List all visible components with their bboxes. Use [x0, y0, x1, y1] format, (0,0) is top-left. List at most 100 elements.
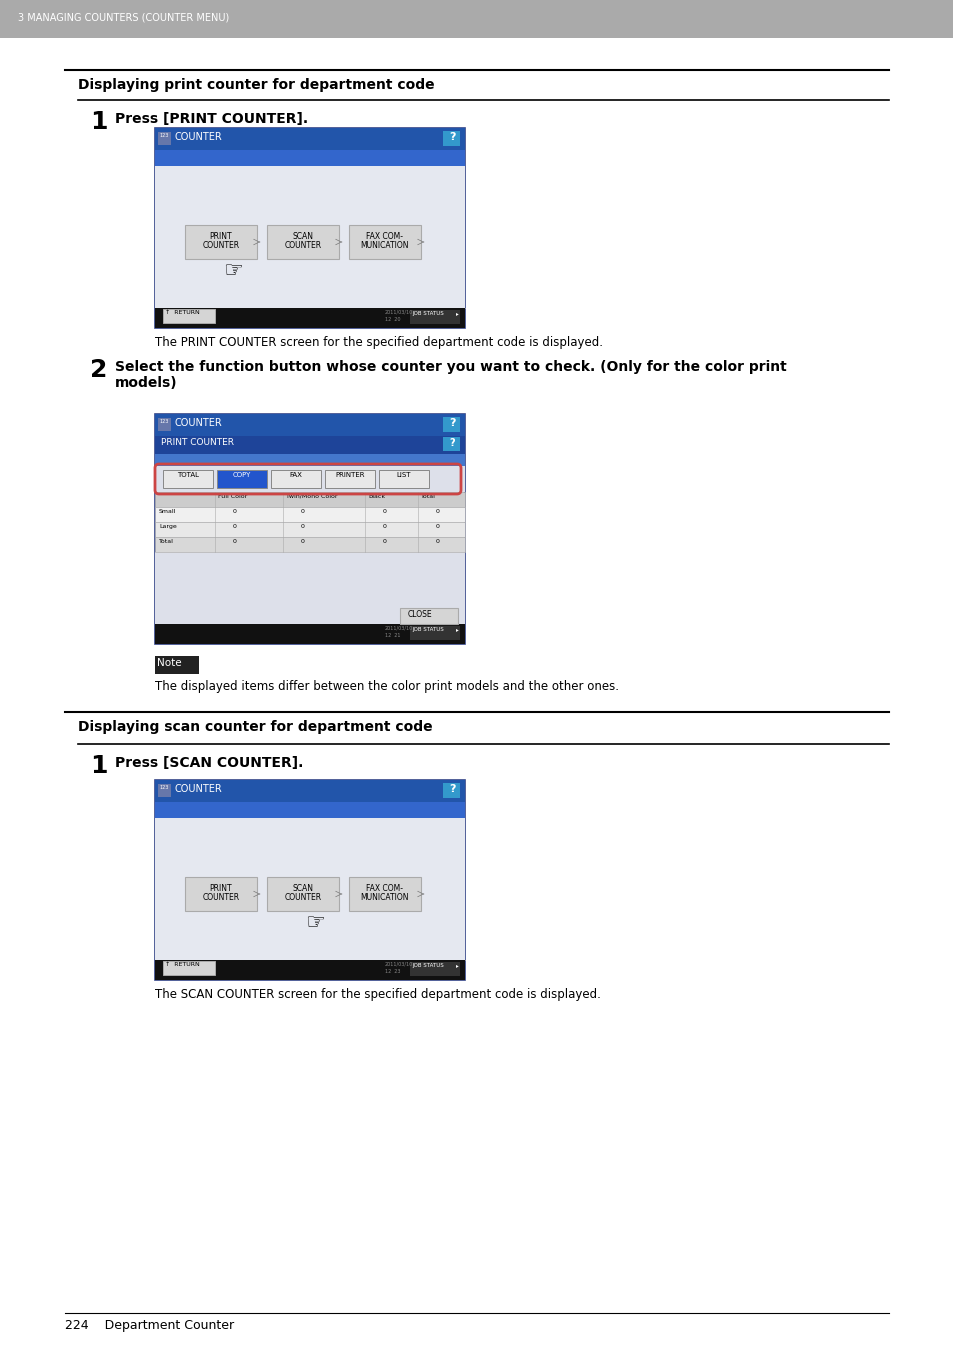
Text: ↑  RETURN: ↑ RETURN — [165, 309, 199, 315]
Bar — [163, 309, 214, 323]
Text: 12  21: 12 21 — [385, 634, 400, 638]
Text: Full Color: Full Color — [218, 494, 247, 499]
Text: CLOSE: CLOSE — [407, 611, 432, 619]
Text: Displaying print counter for department code: Displaying print counter for department … — [78, 78, 435, 92]
Bar — [442, 436, 459, 451]
Bar — [154, 521, 464, 536]
Text: Press [SCAN COUNTER].: Press [SCAN COUNTER]. — [115, 757, 303, 770]
Text: 0: 0 — [383, 524, 387, 530]
Bar — [0, 0, 953, 38]
Text: 2011/03/10: 2011/03/10 — [385, 626, 413, 631]
Bar — [154, 961, 464, 979]
Bar — [154, 413, 464, 436]
Bar — [158, 132, 171, 145]
Text: ▸: ▸ — [456, 963, 458, 969]
Bar — [410, 962, 459, 975]
Bar — [442, 784, 459, 798]
Text: 0: 0 — [301, 539, 305, 544]
Text: COUNTER: COUNTER — [174, 417, 222, 428]
Bar — [442, 131, 459, 146]
Text: JOB STATUS: JOB STATUS — [412, 963, 443, 969]
Bar — [154, 507, 464, 521]
Text: 2011/03/10: 2011/03/10 — [385, 309, 413, 315]
Text: 1: 1 — [90, 109, 108, 134]
Bar — [154, 128, 464, 150]
Text: Twin/Mono Color: Twin/Mono Color — [286, 494, 337, 499]
Bar — [158, 417, 171, 431]
Bar — [271, 470, 320, 488]
Bar — [154, 413, 464, 644]
Text: The PRINT COUNTER screen for the specified department code is displayed.: The PRINT COUNTER screen for the specifi… — [154, 336, 602, 349]
Bar — [185, 877, 256, 911]
Text: ?: ? — [449, 438, 455, 449]
Text: PRINT: PRINT — [210, 884, 233, 893]
Bar — [267, 226, 338, 259]
Text: COUNTER: COUNTER — [202, 893, 239, 902]
Bar — [154, 536, 464, 553]
Text: Displaying scan counter for department code: Displaying scan counter for department c… — [78, 720, 432, 734]
Text: PRINT: PRINT — [210, 232, 233, 240]
Bar — [154, 466, 464, 492]
Bar — [378, 470, 429, 488]
Text: SCAN: SCAN — [293, 232, 314, 240]
Text: Total: Total — [159, 539, 173, 544]
Text: 0: 0 — [233, 524, 236, 530]
Text: ↑  RETURN: ↑ RETURN — [165, 962, 199, 967]
Text: Large: Large — [159, 524, 176, 530]
Bar — [325, 470, 375, 488]
Text: MUNICATION: MUNICATION — [360, 893, 409, 902]
Bar — [410, 626, 459, 640]
Text: 0: 0 — [383, 539, 387, 544]
Text: Total: Total — [420, 494, 436, 499]
Text: COUNTER: COUNTER — [284, 240, 321, 250]
Text: 0: 0 — [301, 524, 305, 530]
Bar — [185, 226, 256, 259]
Text: COUNTER: COUNTER — [202, 240, 239, 250]
Text: 0: 0 — [301, 509, 305, 513]
Bar — [349, 226, 420, 259]
Bar — [154, 492, 464, 507]
Bar — [154, 780, 464, 802]
Text: ▸: ▸ — [456, 627, 458, 632]
Bar — [158, 784, 171, 797]
Text: ☞: ☞ — [305, 913, 325, 934]
Text: COUNTER: COUNTER — [284, 893, 321, 902]
Bar — [349, 877, 420, 911]
Text: PRINT COUNTER: PRINT COUNTER — [161, 438, 233, 447]
Text: 0: 0 — [233, 509, 236, 513]
Text: Press [PRINT COUNTER].: Press [PRINT COUNTER]. — [115, 112, 308, 126]
Text: 123: 123 — [159, 419, 168, 424]
Text: ?: ? — [449, 417, 455, 428]
Text: JOB STATUS: JOB STATUS — [412, 311, 443, 316]
Bar — [154, 166, 464, 308]
Bar — [163, 470, 213, 488]
Text: COUNTER: COUNTER — [174, 132, 222, 142]
Text: TOTAL: TOTAL — [177, 471, 199, 478]
Bar — [154, 802, 464, 817]
Bar — [216, 470, 267, 488]
Text: 123: 123 — [159, 132, 168, 138]
Bar — [442, 417, 459, 432]
Text: Note: Note — [157, 658, 181, 667]
Text: 1: 1 — [90, 754, 108, 778]
Bar — [154, 780, 464, 979]
Bar — [154, 657, 199, 674]
Text: FAX: FAX — [290, 471, 302, 478]
Text: 0: 0 — [383, 509, 387, 513]
Bar — [267, 877, 338, 911]
Text: 0: 0 — [233, 539, 236, 544]
Text: MUNICATION: MUNICATION — [360, 240, 409, 250]
Text: 2: 2 — [90, 358, 108, 382]
Text: 123: 123 — [159, 785, 168, 790]
Bar — [154, 454, 464, 466]
Text: 2011/03/10: 2011/03/10 — [385, 962, 413, 967]
Bar — [154, 308, 464, 328]
Text: 224    Department Counter: 224 Department Counter — [65, 1319, 233, 1332]
Bar — [154, 624, 464, 644]
Bar — [154, 150, 464, 166]
Text: 0: 0 — [436, 539, 439, 544]
Bar — [163, 961, 214, 975]
Bar — [410, 309, 459, 324]
Text: The displayed items differ between the color print models and the other ones.: The displayed items differ between the c… — [154, 680, 618, 693]
Text: COPY: COPY — [233, 471, 251, 478]
